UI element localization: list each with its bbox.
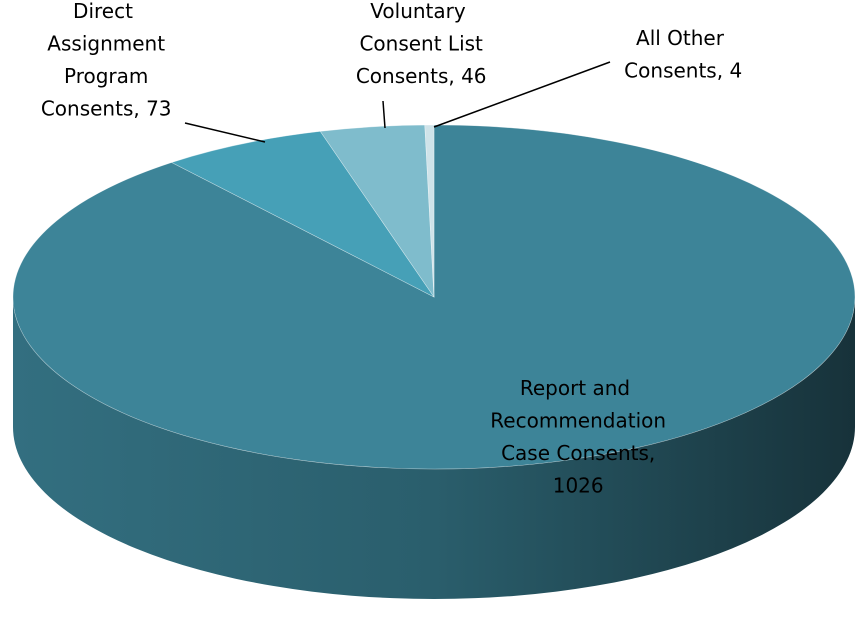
leader-line: [433, 61, 611, 128]
pie-slice: [170, 131, 435, 298]
data-label: All Other Consents, 4: [618, 26, 742, 83]
leader-line: [382, 100, 386, 129]
data-label: Report and Recommendation Case Consents,…: [484, 376, 666, 498]
pie-slice: [424, 124, 435, 298]
pie-side: [13, 297, 855, 599]
data-label: Voluntary Consent List Consents, 46: [349, 0, 486, 88]
data-label: Direct Assignment Program Consents, 73: [34, 0, 171, 121]
leader-line: [184, 122, 266, 143]
